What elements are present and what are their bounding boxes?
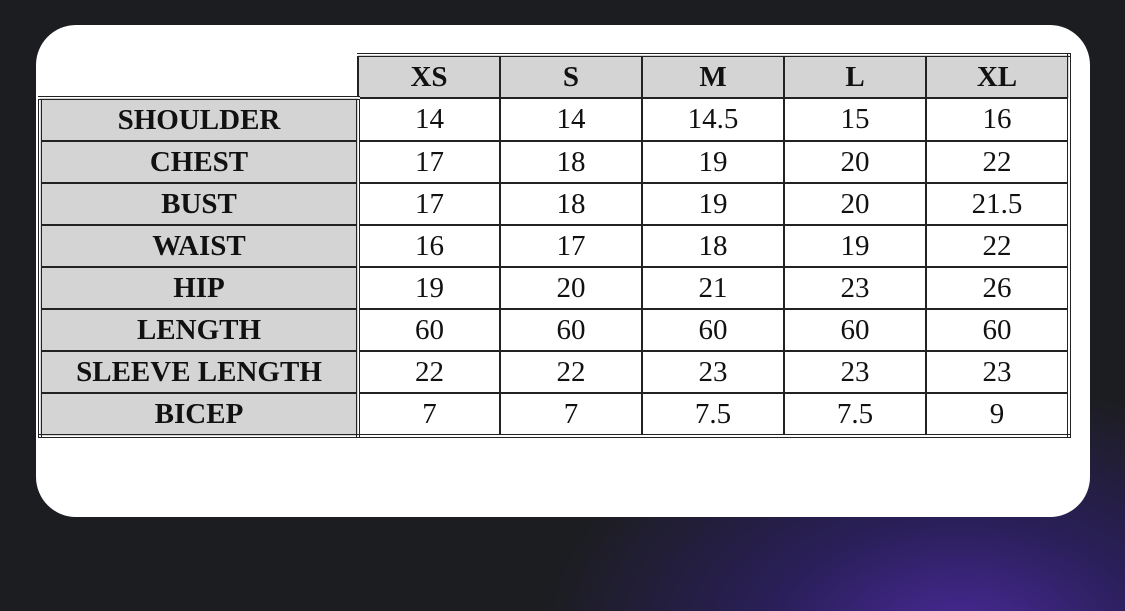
column-header-xl: XL [925,53,1071,99]
table-cell: 60 [925,308,1071,352]
table-cell: 17 [357,182,501,226]
table-row: BUST 17 18 19 20 21.5 [38,182,1071,226]
header-row: XS S M L XL [40,53,1071,100]
column-header-s: S [499,53,643,99]
table-cell: 18 [641,224,785,268]
table-row: BICEP 7 7 7.5 7.5 9 [38,392,1071,438]
table-cell: 16 [925,97,1071,142]
row-label: WAIST [38,224,360,268]
table-cell: 9 [925,392,1071,438]
table-cell: 7 [499,392,643,438]
table-row: WAIST 16 17 18 19 22 [38,224,1071,268]
table-cell: 23 [641,350,785,394]
table-cell: 60 [641,308,785,352]
table-cell: 18 [499,182,643,226]
table-cell: 60 [499,308,643,352]
table-cell: 21 [641,266,785,310]
table-cell: 17 [499,224,643,268]
table-cell: 26 [925,266,1071,310]
table-cell: 60 [357,308,501,352]
table-cell: 20 [499,266,643,310]
table-cell: 19 [641,182,785,226]
table-cell: 20 [783,182,927,226]
table-cell: 19 [783,224,927,268]
table-cell: 23 [783,266,927,310]
table-cell: 7.5 [783,392,927,438]
table-cell: 22 [925,140,1071,184]
table-cell: 14 [499,97,643,142]
table-cell: 18 [499,140,643,184]
row-label: SLEEVE LENGTH [38,350,360,394]
corner-cell [40,55,358,100]
column-header-m: M [641,53,785,99]
table-row: SLEEVE LENGTH 22 22 23 23 23 [38,350,1071,394]
table-cell: 22 [499,350,643,394]
table-cell: 14 [357,97,501,142]
size-chart-table: XS S M L XL SHOULDER 14 14 14.5 15 16 CHEST 17 18 19 2… [38,53,1071,438]
table-cell: 60 [783,308,927,352]
row-label: LENGTH [38,308,360,352]
table-row: HIP 19 20 21 23 26 [38,266,1071,310]
row-label: HIP [38,266,360,310]
table-cell: 21.5 [925,182,1071,226]
row-label: SHOULDER [38,97,360,142]
table-cell: 7.5 [641,392,785,438]
table-cell: 14.5 [641,97,785,142]
table-cell: 20 [783,140,927,184]
column-header-xs: XS [357,53,501,99]
table-row: CHEST 17 18 19 20 22 [38,140,1071,184]
table-cell: 23 [783,350,927,394]
table-cell: 23 [925,350,1071,394]
table-cell: 17 [357,140,501,184]
size-chart-card: XS S M L XL SHOULDER 14 14 14.5 15 16 CHEST 17 18 19 2… [36,25,1090,517]
row-label: BUST [38,182,360,226]
column-header-l: L [783,53,927,99]
table-row: SHOULDER 14 14 14.5 15 16 [38,97,1071,142]
row-label: CHEST [38,140,360,184]
row-label: BICEP [38,392,360,438]
table-cell: 15 [783,97,927,142]
table-cell: 22 [357,350,501,394]
table-cell: 22 [925,224,1071,268]
table-cell: 19 [641,140,785,184]
table-row: LENGTH 60 60 60 60 60 [38,308,1071,352]
table-cell: 16 [357,224,501,268]
table-cell: 19 [357,266,501,310]
table-cell: 7 [357,392,501,438]
